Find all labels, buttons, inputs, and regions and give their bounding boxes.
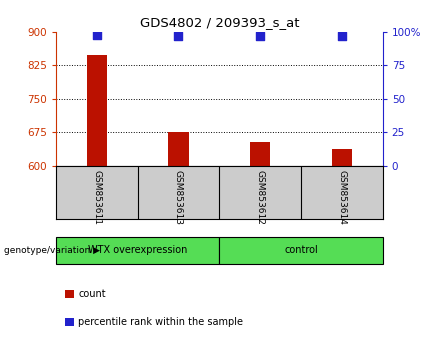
Point xyxy=(175,33,182,39)
Point xyxy=(93,32,100,38)
Bar xyxy=(250,142,270,166)
Title: GDS4802 / 209393_s_at: GDS4802 / 209393_s_at xyxy=(140,16,299,29)
Text: count: count xyxy=(78,289,106,299)
Text: percentile rank within the sample: percentile rank within the sample xyxy=(78,317,243,327)
Text: GSM853612: GSM853612 xyxy=(256,170,264,225)
Text: control: control xyxy=(284,245,318,256)
Point xyxy=(338,33,345,39)
Text: WTX overexpression: WTX overexpression xyxy=(88,245,187,256)
Text: GSM853614: GSM853614 xyxy=(338,170,346,225)
Point xyxy=(257,33,264,39)
Text: GSM853613: GSM853613 xyxy=(174,170,183,225)
Bar xyxy=(86,55,107,166)
Text: GSM853611: GSM853611 xyxy=(92,170,101,225)
Text: genotype/variation ▶: genotype/variation ▶ xyxy=(4,246,100,255)
Bar xyxy=(168,132,189,166)
Bar xyxy=(332,149,352,166)
